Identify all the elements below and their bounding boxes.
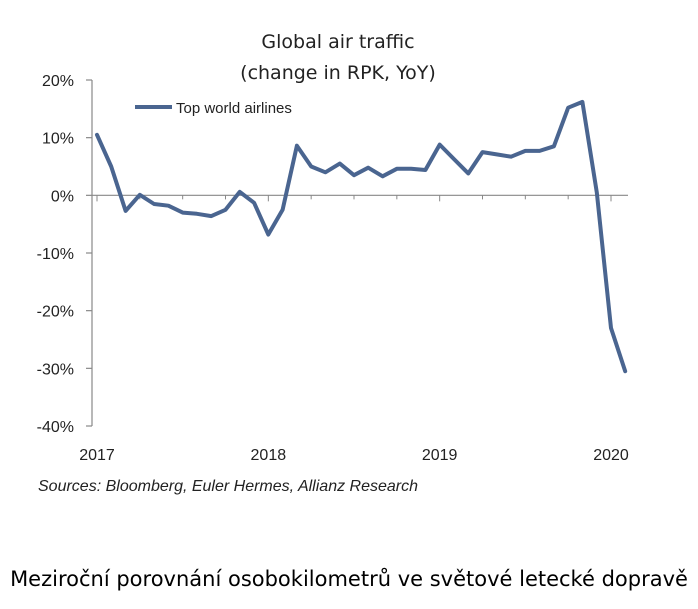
y-tick-label: 20%	[42, 73, 74, 90]
axes: 20% 10% 0% -10% -20% -30% -40% 2017 2018 2019 2020	[37, 73, 629, 464]
y-tick-label: -20%	[37, 304, 74, 321]
chart: Global air traffic (change in RPK, YoY) …	[37, 31, 629, 464]
x-tick-label: 2020	[593, 447, 629, 464]
y-tick-label: 10%	[42, 131, 74, 148]
y-tick-label: -40%	[37, 419, 74, 436]
chart-subtitle: (change in RPK, YoY)	[240, 62, 436, 84]
x-tick-label: 2019	[422, 447, 458, 464]
series-line	[95, 99, 628, 374]
caption: Meziroční porovnání osobokilometrů ve sv…	[10, 567, 688, 591]
chart-title: Global air traffic	[261, 31, 414, 53]
legend: Top world airlines	[135, 100, 292, 117]
y-tick-label: 0%	[51, 188, 74, 205]
y-tick-label: -30%	[37, 361, 74, 378]
y-tick-label: -10%	[37, 246, 74, 263]
legend-label: Top world airlines	[176, 100, 292, 117]
x-tick-label: 2018	[251, 447, 287, 464]
x-tick-label: 2017	[79, 447, 115, 464]
plot-area	[95, 99, 628, 374]
source-note: Sources: Bloomberg, Euler Hermes, Allian…	[38, 478, 419, 495]
